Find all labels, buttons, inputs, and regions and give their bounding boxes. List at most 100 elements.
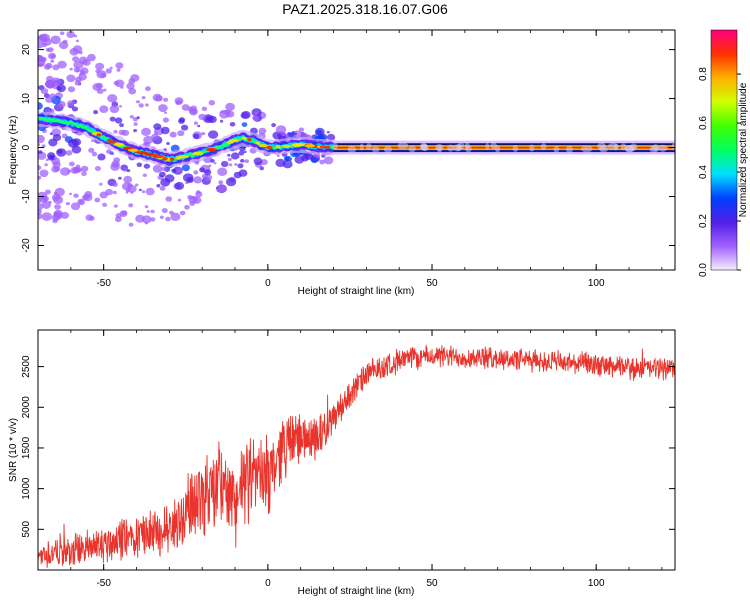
spectrogram-noise-blob [93, 110, 99, 115]
spectrogram-noise-blob [128, 222, 134, 227]
spectrogram-noise-blob [136, 100, 140, 104]
spectrogram-noise-blob [95, 62, 105, 71]
snr-ytick-label: 500 [21, 521, 32, 538]
spectrogram-noise-blob [52, 64, 60, 71]
snr-marks [38, 344, 675, 568]
spectrogram-noise-blob [59, 167, 71, 176]
spectrogram-hotspot [275, 145, 281, 149]
spectrogram-hotspot [282, 144, 291, 148]
spectrogram-noise-blob [91, 151, 98, 157]
spectrogram-noise-blob [145, 86, 151, 92]
spectrogram-noise-blob [165, 216, 171, 222]
snr-xlabel: Height of straight line (km) [298, 586, 415, 597]
snr-frame [37, 329, 676, 571]
spectrogram-ytick-label: -20 [21, 238, 32, 253]
spectrogram-noise-blob [41, 144, 46, 148]
spectrogram-noise-blob [316, 129, 323, 135]
spectrogram-noise-blob [103, 88, 107, 92]
spectrogram-noise-blob [71, 106, 79, 112]
spectrogram-hotspot [293, 143, 306, 147]
spectrogram-noise-blob [80, 165, 89, 172]
spectrogram-noise-blob [53, 195, 64, 205]
spectrogram-noise-blob [253, 157, 263, 165]
spectrogram-noise-blob [284, 156, 292, 162]
spectrogram-noise-blob [210, 159, 215, 163]
spectrogram-noise-blob [67, 100, 75, 107]
spectrogram-noise-blob [97, 153, 106, 161]
spectrogram-noise-blob [197, 124, 201, 128]
spectrogram-noise-blob [73, 193, 79, 198]
spectrogram-noise-blob [38, 202, 44, 211]
spectrogram-noise-blob [216, 189, 220, 192]
snr-xtick-label: 100 [588, 578, 605, 589]
spectrogram-noise-blob [109, 116, 116, 122]
spectrogram-noise-blob [128, 87, 137, 95]
spectrogram-hotspot [162, 157, 168, 161]
spectrogram-faint-blob [397, 142, 409, 150]
spectrogram-noise-blob [179, 210, 186, 216]
spectrogram-noise-blob [170, 212, 181, 221]
colorbar-bar [710, 29, 738, 271]
spectrogram-noise-blob [42, 15, 49, 21]
spectrogram-noise-blob [73, 34, 78, 38]
snr-ytick-label: 2500 [21, 355, 32, 378]
spectrogram-noise-blob [105, 68, 112, 74]
spectrogram-noise-blob [48, 138, 58, 147]
spectrogram-noise-blob [145, 187, 155, 196]
spectrogram-noise-blob [199, 167, 206, 173]
spectrogram-noise-blob [225, 102, 236, 111]
spectrogram-noise-blob [53, 211, 63, 220]
spectrogram-noise-blob [112, 190, 117, 195]
spectrogram-noise-blob [69, 161, 75, 167]
spectrogram-noise-blob [219, 109, 230, 119]
spectrogram-noise-blob [254, 111, 259, 115]
spectrogram-panel: -50 0 50 100 -20 -10 0 10 20 Height of straight … [8, 15, 676, 297]
spectrogram-noise-blob [201, 132, 206, 136]
spectrogram-noise-blob [44, 163, 48, 167]
spectrogram-noise-blob [238, 169, 248, 177]
spectrogram-noise-blob [65, 202, 70, 206]
spectrogram-noise-blob [112, 182, 118, 187]
spectrogram-faint-blob [658, 144, 668, 152]
spectrogram-noise-blob [53, 191, 58, 195]
spectrogram-noise-blob [56, 148, 67, 157]
spectrogram-hotspot [255, 141, 261, 145]
snr-panel: -50 0 50 100 500 1000 1500 2000 2500 Height of s… [8, 329, 676, 597]
spectrogram-faint-blob [565, 145, 574, 153]
spectrogram-hotspot [147, 152, 154, 156]
spectrogram-noise-blob [106, 149, 112, 154]
spectrogram-noise-blob [78, 200, 84, 204]
spectrogram-noise-blob [213, 162, 217, 165]
snr-ytick-label: 2000 [21, 396, 32, 419]
spectrogram-xlabel: Height of straight line (km) [298, 286, 415, 297]
spectrogram-hotspot [170, 157, 175, 161]
spectrogram-noise-blob [201, 106, 208, 112]
spectrogram-noise-blob [116, 68, 121, 72]
spectrogram-noise-blob [258, 127, 267, 135]
spectrogram-noise-blob [118, 129, 126, 136]
spectrogram-xtick-label: -50 [96, 278, 111, 289]
spectrogram-noise-blob [96, 88, 104, 94]
spectrogram-noise-blob [143, 135, 154, 145]
spectrogram-noise-blob [323, 156, 334, 165]
spectrogram-noise-blob [80, 67, 89, 75]
spectrogram-noise-blob [38, 21, 45, 26]
spectrogram-ylabel: Frequency (Hz) [8, 116, 19, 185]
spectrogram-noise-blob [136, 162, 142, 168]
spectrogram-noise-blob [208, 130, 219, 139]
spectrogram-noise-blob [128, 203, 134, 208]
spectrogram-noise-blob [129, 115, 134, 119]
spectrogram-noise-blob [67, 139, 79, 148]
spectrogram-noise-blob [45, 158, 49, 161]
spectrogram-faint-blob [607, 143, 619, 150]
snr-ytick-label: 1000 [21, 477, 32, 500]
spectrogram-noise-blob [119, 210, 128, 217]
spectrogram-noise-blob [152, 164, 163, 173]
spectrogram-noise-blob [204, 169, 212, 176]
colorbar-tick-label: 0.8 [698, 67, 709, 81]
colorbar-tick-label: 0.4 [698, 165, 709, 179]
spectrogram-hotspot [106, 138, 112, 142]
spectrogram-noise-blob [291, 131, 295, 134]
spectrogram-noise-blob [227, 157, 232, 162]
spectrogram-noise-blob [177, 168, 182, 173]
